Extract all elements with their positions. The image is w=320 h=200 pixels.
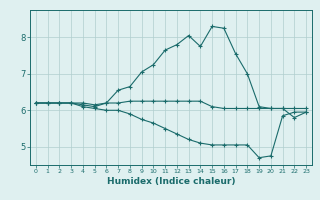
X-axis label: Humidex (Indice chaleur): Humidex (Indice chaleur)	[107, 177, 235, 186]
